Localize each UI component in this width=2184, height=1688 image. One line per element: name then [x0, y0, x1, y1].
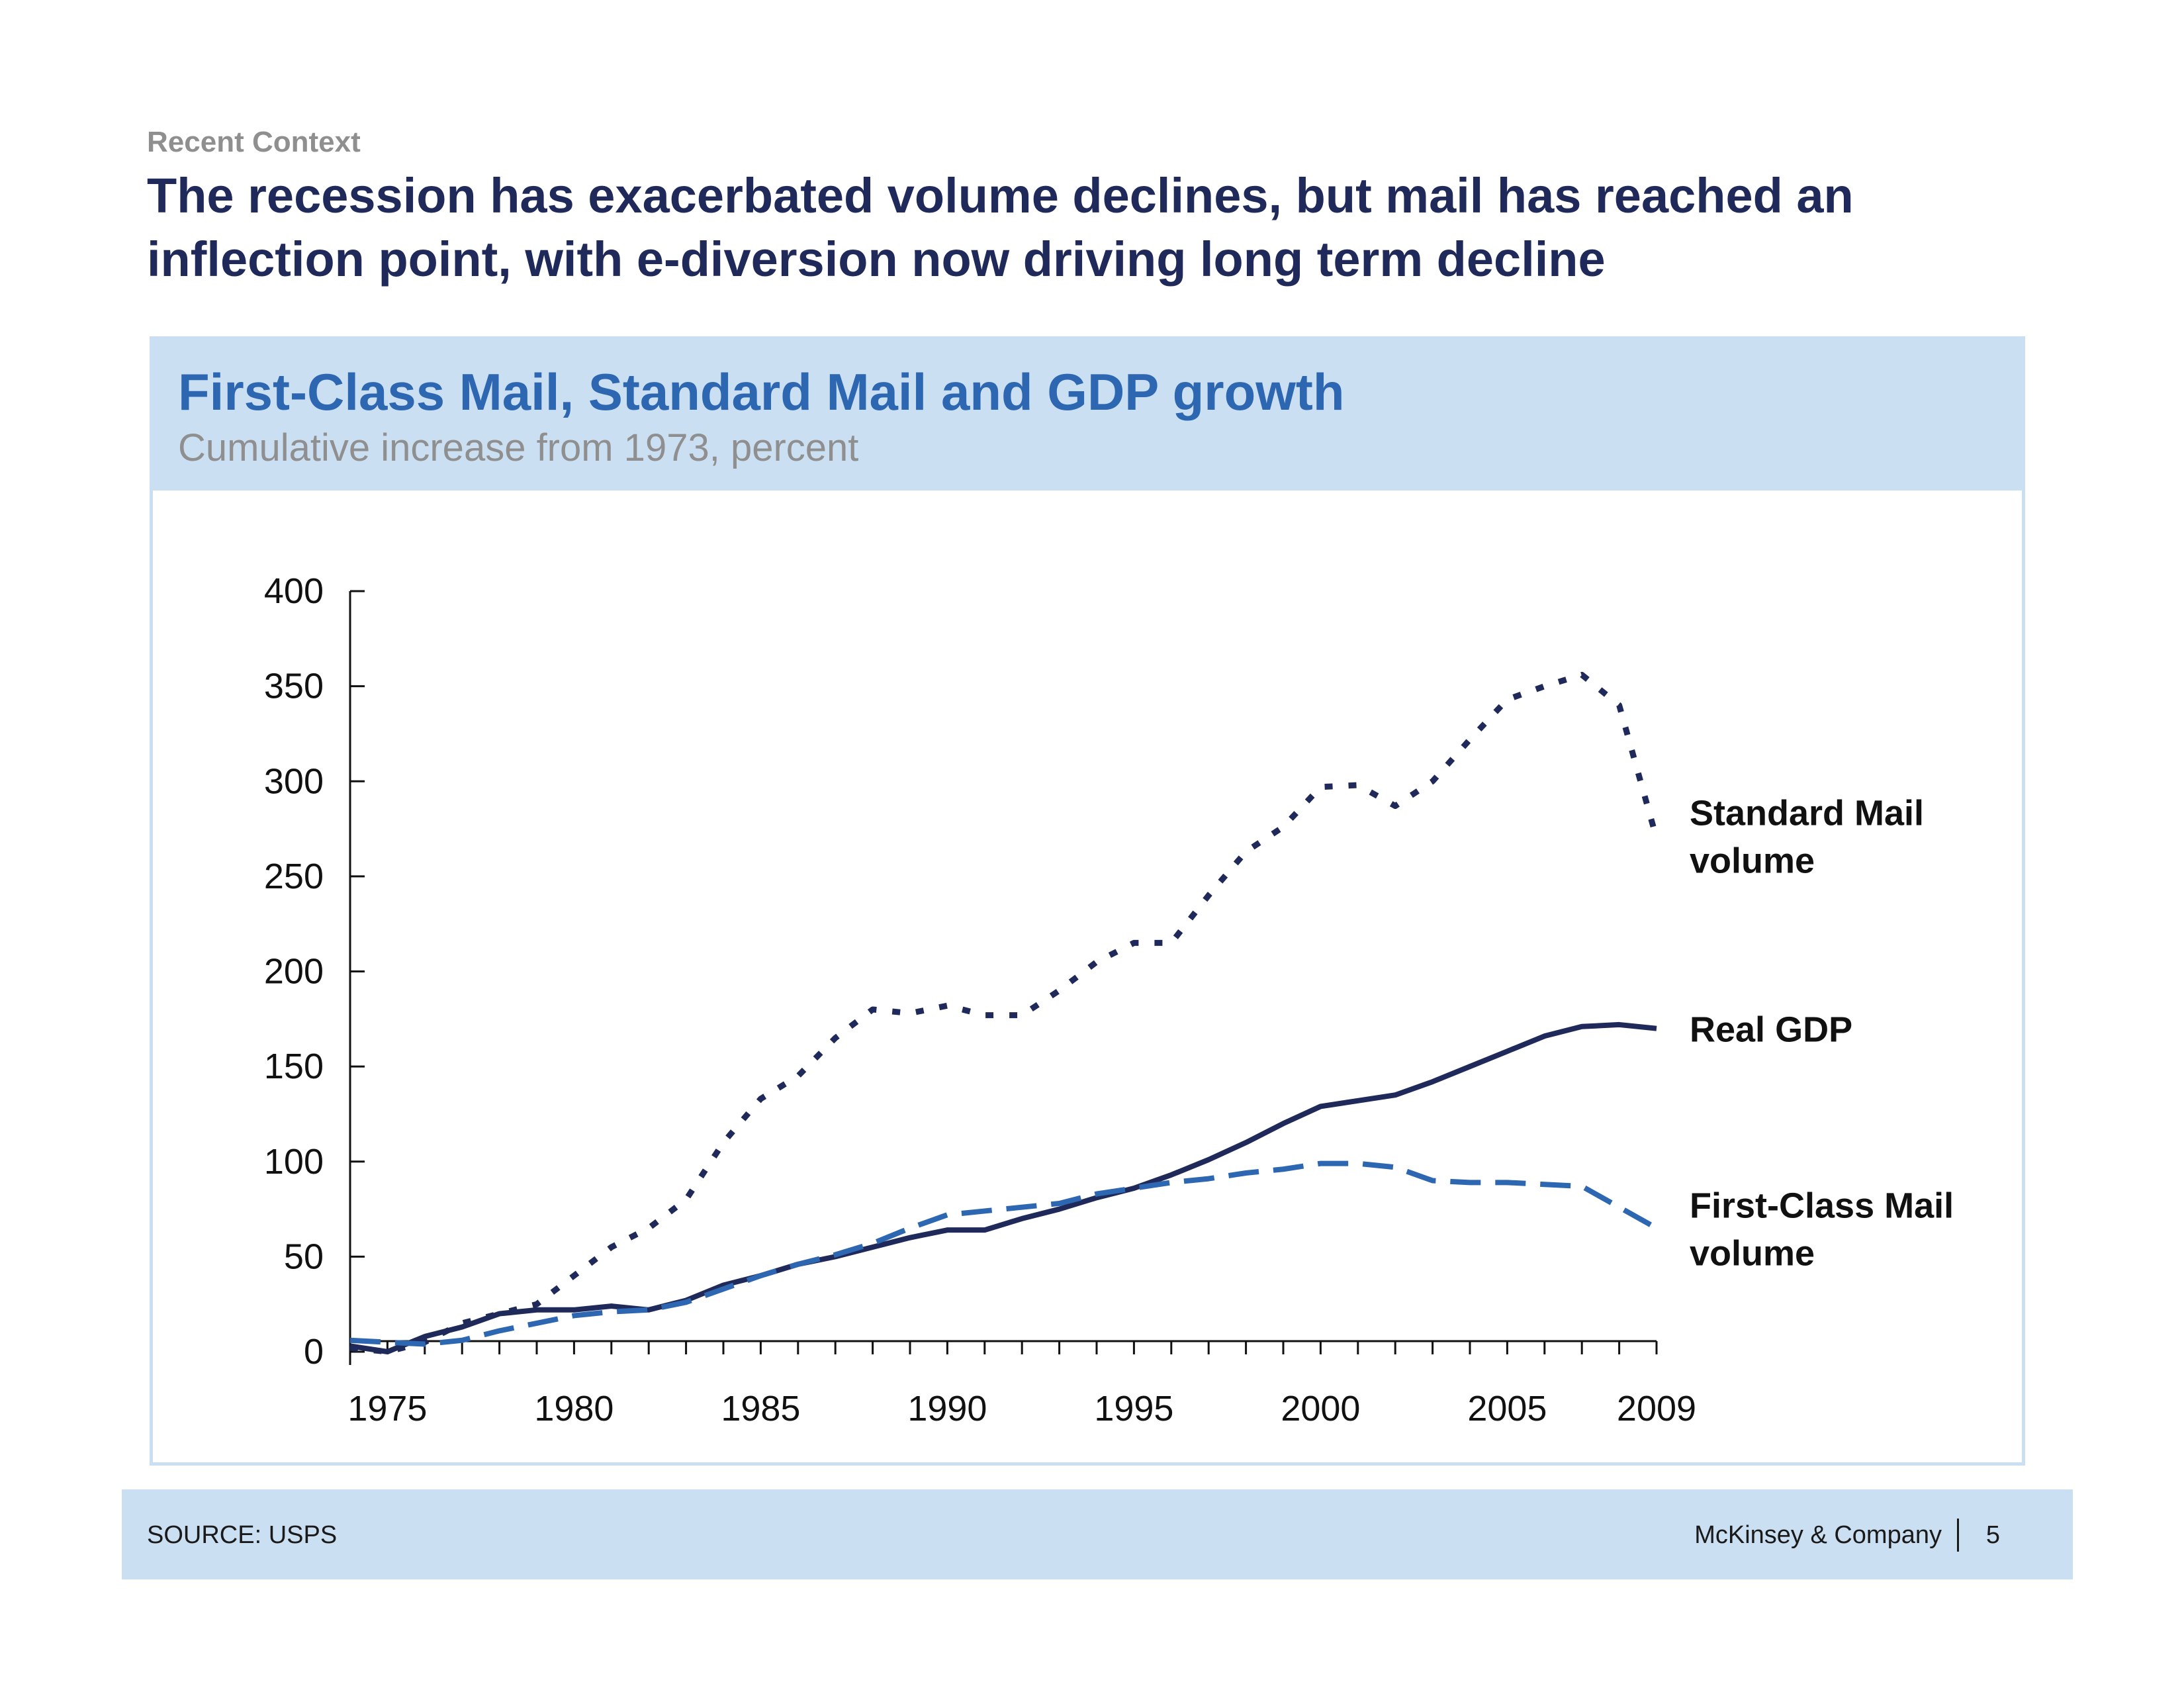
series-line-real-gdp	[349, 1021, 1657, 1354]
series-line-first-class-mail-volume	[349, 1160, 1658, 1347]
y-tick-label: 250	[264, 857, 324, 896]
y-tick-label: 50	[284, 1237, 324, 1276]
y-tick-label: 150	[264, 1047, 324, 1086]
footer-bar: SOURCE: USPS McKinsey & Company 5	[122, 1489, 2073, 1579]
y-tick-label: 100	[264, 1142, 324, 1182]
y-tick-label: 0	[304, 1332, 324, 1372]
x-tick-label: 1980	[534, 1389, 614, 1429]
slide-headline: The recession has exacerbated volume dec…	[147, 168, 1854, 287]
x-tick-label: 1990	[907, 1389, 987, 1429]
y-tick-label: 350	[264, 667, 324, 706]
series-label-standard-mail-volume: Standard Mail volume	[1690, 793, 1924, 880]
series-label-first-class-mail-volume: First-Class Mail volume	[1690, 1186, 1954, 1273]
line-chart: 0 50 100 150 200 250 300 350 400 1975 1980 1985 1990…	[264, 571, 1954, 1429]
company-name: McKinsey & Company	[1694, 1521, 1942, 1549]
series-label-real-gdp: Real GDP	[1690, 1010, 1852, 1050]
y-tick-label: 300	[264, 761, 324, 801]
y-tick-label: 200	[264, 952, 324, 992]
chart-subtitle: Cumulative increase from 1973, percent	[178, 426, 859, 469]
x-tick-label: 2000	[1281, 1389, 1360, 1429]
x-tick-label: 1985	[721, 1389, 800, 1429]
x-tick-label: 1975	[347, 1389, 427, 1429]
y-tick-label: 400	[264, 571, 324, 611]
series-line-standard-mail-volume	[349, 671, 1660, 1355]
x-tick-label: 1995	[1094, 1389, 1173, 1429]
section-kicker: Recent Context	[147, 126, 361, 158]
x-tick-label: 2005	[1467, 1389, 1547, 1429]
source-note: SOURCE: USPS	[147, 1521, 338, 1549]
page-number: 5	[1985, 1521, 2000, 1549]
x-tick-label: 2009	[1617, 1389, 1696, 1429]
chart-title: First-Class Mail, Standard Mail and GDP …	[178, 363, 1345, 421]
chart-panel: First-Class Mail, Standard Mail and GDP …	[150, 336, 2025, 1466]
chart-panel-header: First-Class Mail, Standard Mail and GDP …	[153, 340, 2022, 491]
footer-divider	[1957, 1519, 1959, 1552]
